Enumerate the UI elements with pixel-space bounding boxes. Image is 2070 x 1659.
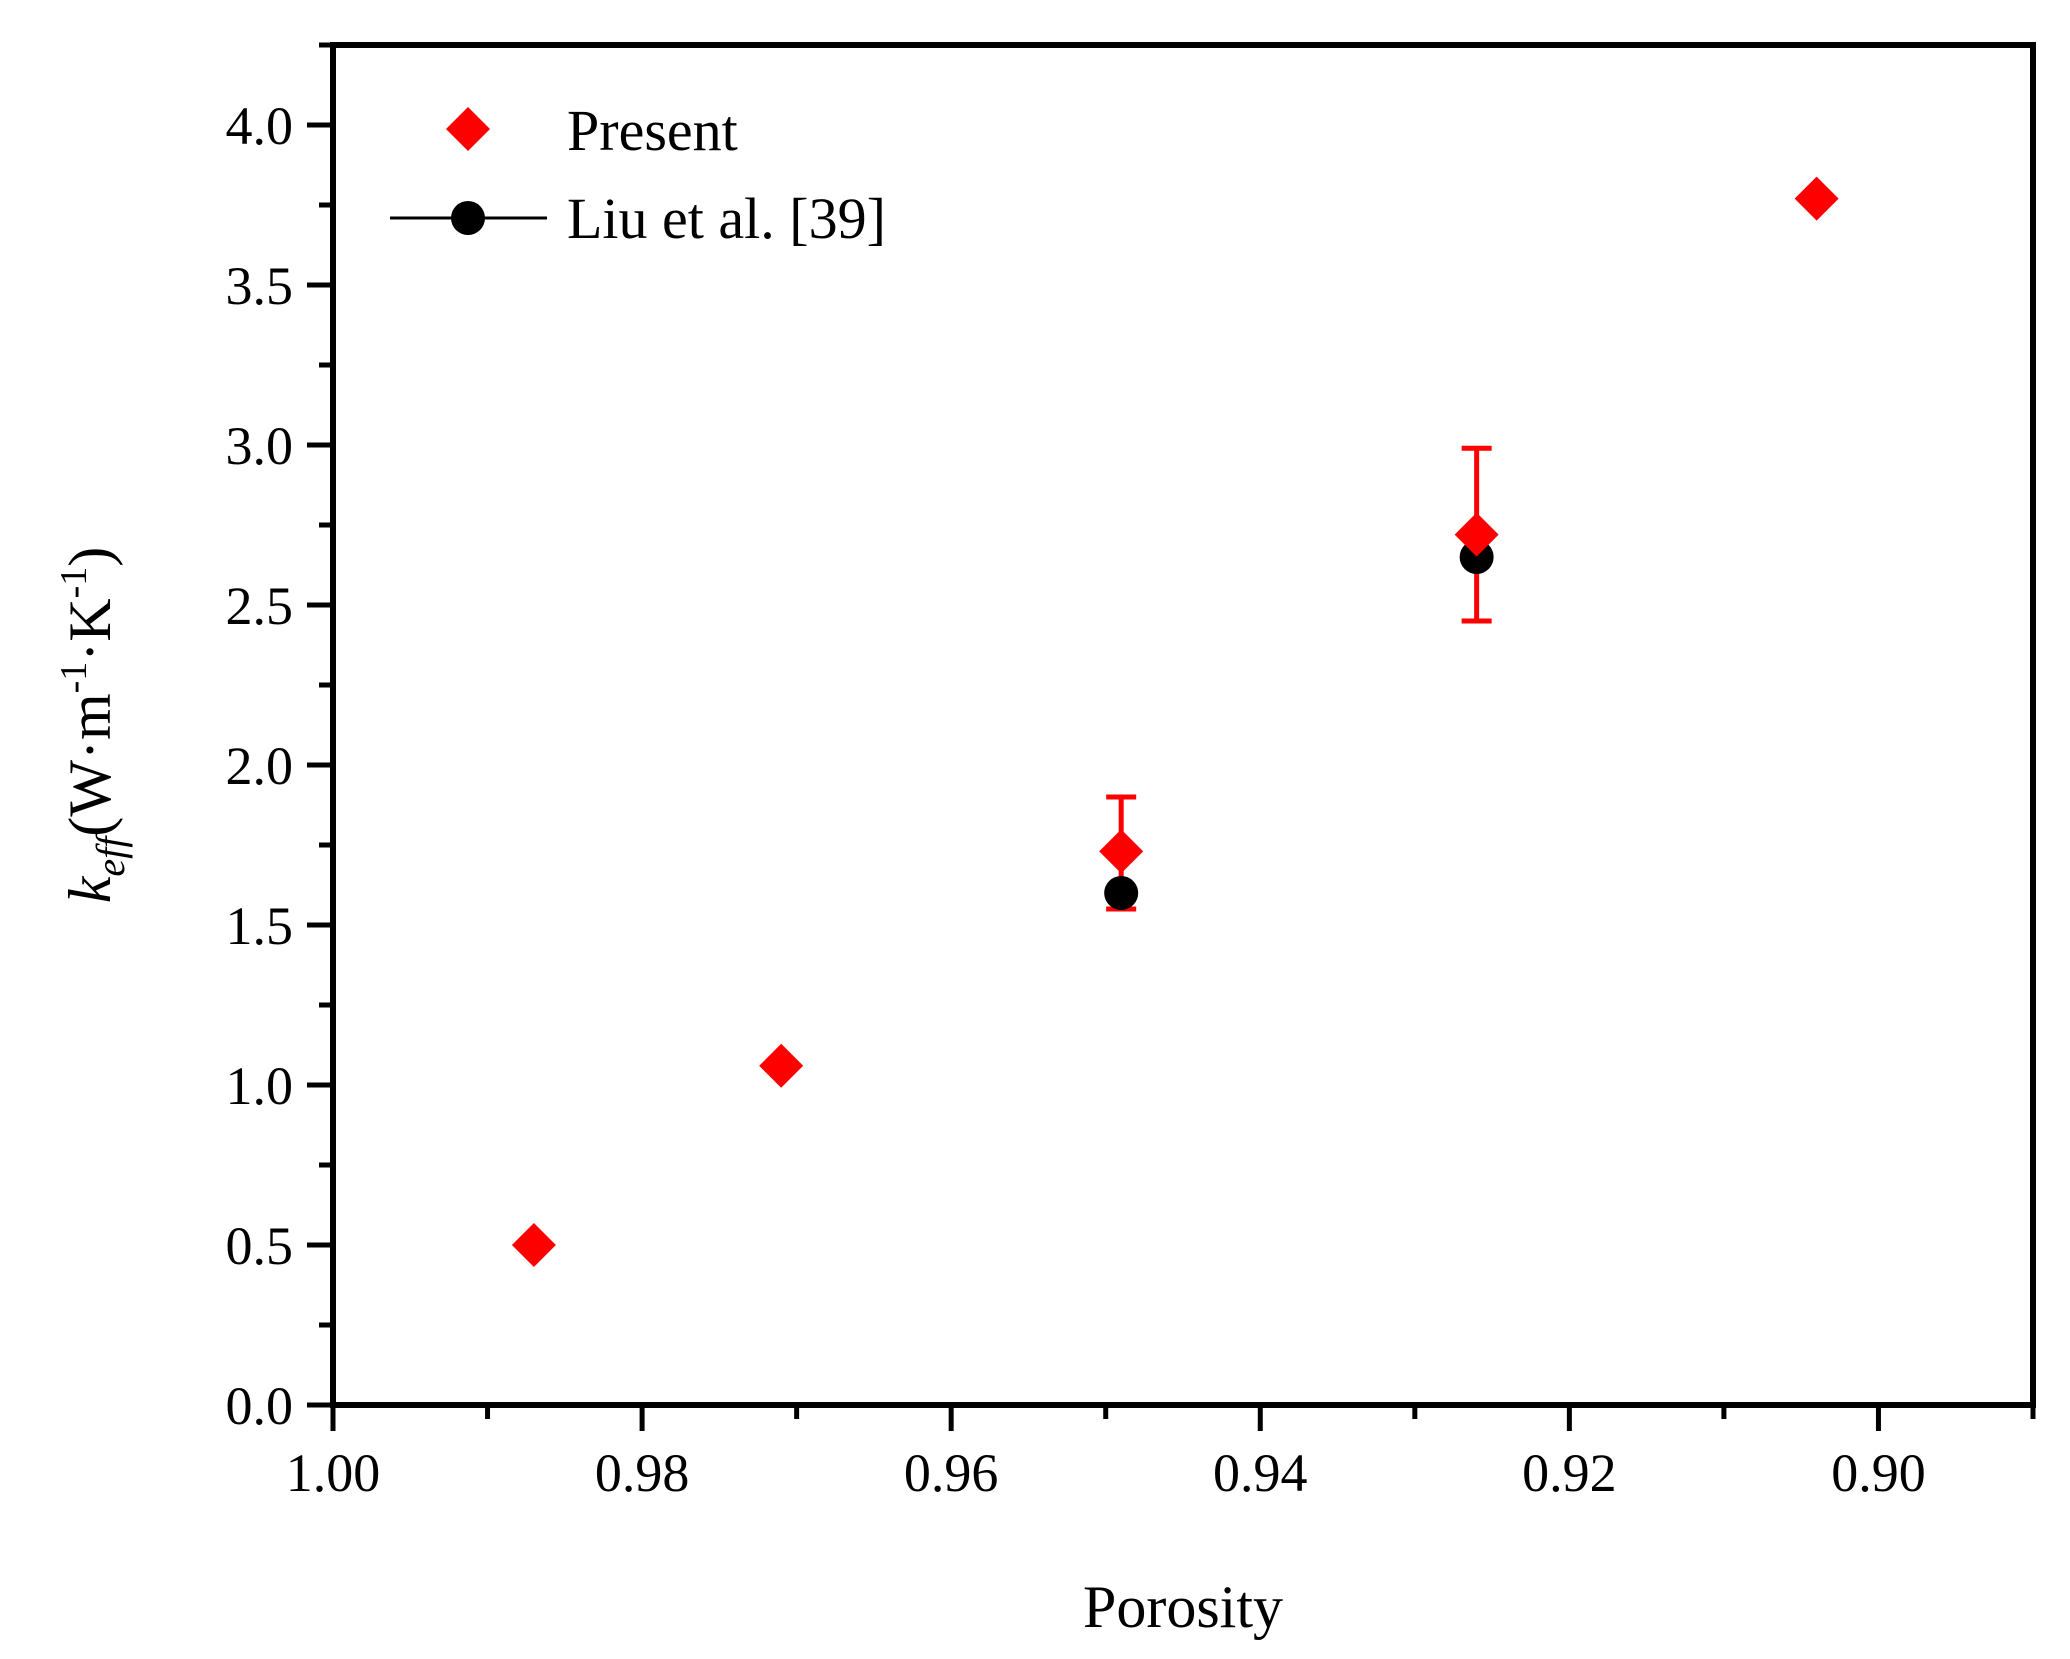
y-tick-label: 4.0 [226,96,294,156]
y-axis-unit-close: ) [57,547,123,567]
legend-present-label: Present [567,98,738,163]
y-axis-unit-mid: ·K [57,598,123,661]
y-tick-labels: 0.0 0.5 1.0 1.5 2.0 2.5 3.0 3.5 4.0 [226,96,294,1436]
present-point [759,1043,804,1088]
legend-present-marker [446,107,490,151]
x-tick-label: 0.90 [1831,1443,1926,1503]
legend-liu-label: Liu et al. [39] [567,186,886,251]
x-tick-label: 0.96 [904,1443,999,1503]
present-point [511,1223,556,1267]
y-tick-label: 0.0 [226,1376,294,1436]
x-tick-label: 1.00 [286,1443,381,1503]
y-tick-label: 1.5 [226,896,294,956]
major-ticks [307,122,1881,1431]
x-tick-labels: 1.00 0.98 0.96 0.94 0.92 0.90 [286,1443,1926,1503]
liu-point [1104,876,1139,910]
y-tick-label: 3.5 [226,256,294,316]
y-axis-unit-open: (W·m [57,693,123,836]
x-tick-label: 0.92 [1522,1443,1617,1503]
y-axis-subscript: eff [88,832,133,877]
y-tick-label: 2.5 [226,576,294,636]
x-tick-label: 0.98 [595,1443,690,1503]
y-axis-unit-exp2: -1 [53,567,95,599]
present-point [1794,176,1839,221]
x-axis-title: Porosity [1083,1574,1283,1640]
error-bars [1106,445,1492,912]
legend-liu-marker [451,201,485,235]
marks [511,176,1839,1267]
y-axis-symbol: k [57,875,123,903]
x-tick-label: 0.94 [1213,1443,1308,1503]
y-axis-title: keff(W·m-1·K-1) [53,547,133,904]
y-tick-label: 0.5 [226,1216,294,1276]
y-tick-label: 1.0 [226,1056,294,1116]
y-tick-label: 2.0 [226,736,294,796]
legend: Present Liu et al. [39] [390,98,886,251]
present-point [1099,829,1144,874]
minor-ticks [319,42,2036,1419]
present-point [1454,512,1499,557]
liu-point [1459,540,1494,574]
y-axis-unit-exp1: -1 [53,662,95,694]
y-tick-label: 3.0 [226,416,294,476]
plot-frame [330,42,2036,1408]
